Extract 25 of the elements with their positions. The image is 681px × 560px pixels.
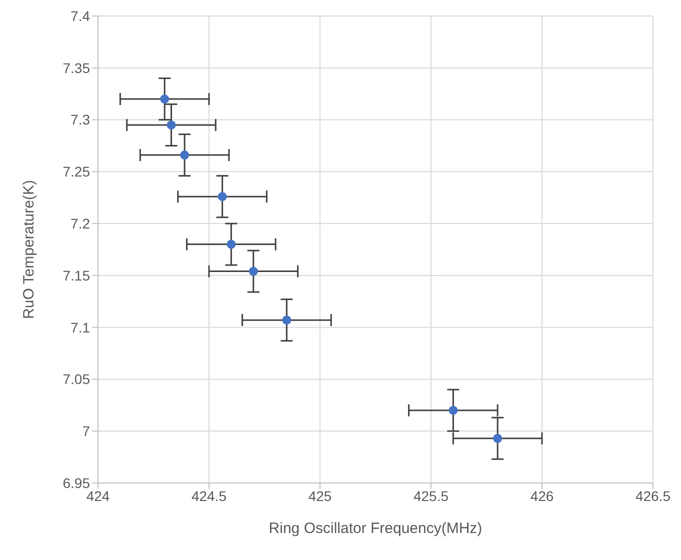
y-tick-label: 7.2	[70, 216, 90, 232]
point	[180, 150, 190, 160]
point	[166, 120, 176, 130]
point	[493, 434, 502, 443]
point	[448, 406, 458, 415]
y-tick-label: 7.35	[62, 60, 90, 76]
x-tick-label: 425	[308, 488, 332, 504]
x-tick-label: 425.5	[413, 488, 449, 504]
x-axis-title: Ring Oscillator Frequency(MHz)	[268, 520, 482, 537]
y-tick-label: 7.4	[70, 8, 90, 24]
point	[282, 316, 292, 325]
y-tick-label: 7.25	[62, 164, 90, 180]
y-tick-label: 7.05	[62, 371, 90, 388]
y-tick-label: 7	[82, 423, 90, 440]
y-axis-title: RuO Temperature(K)	[20, 180, 38, 319]
y-tick-label: 7.1	[70, 319, 90, 336]
x-tick-label: 426.5	[635, 488, 671, 504]
point	[248, 266, 258, 276]
x-tick-label: 426	[530, 488, 554, 504]
y-tick-label: 7.3	[70, 112, 90, 128]
y-tick-label: 7.15	[62, 267, 90, 284]
point	[226, 240, 236, 249]
point	[218, 192, 227, 202]
point	[160, 94, 170, 104]
x-tick-label: 424.5	[191, 488, 227, 504]
